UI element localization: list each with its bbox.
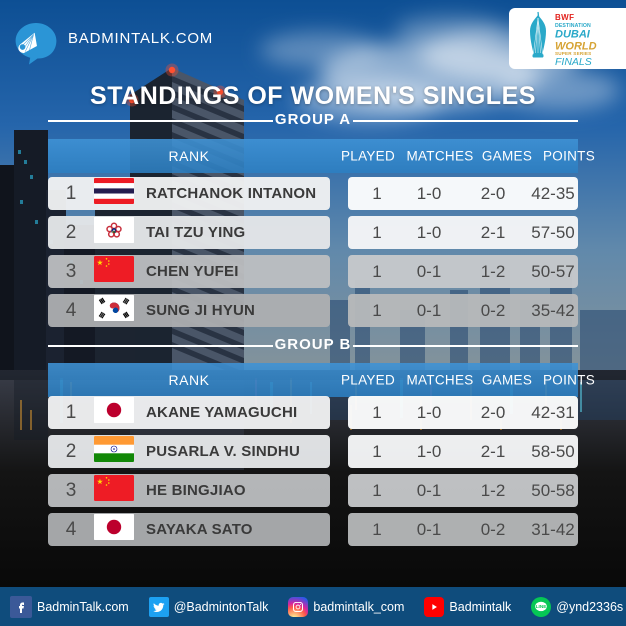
svg-text:LINE: LINE [536, 604, 547, 609]
svg-text:DUBAI: DUBAI [555, 29, 591, 41]
svg-text:BWF: BWF [555, 13, 574, 22]
svg-text:FINALS: FINALS [555, 56, 592, 68]
